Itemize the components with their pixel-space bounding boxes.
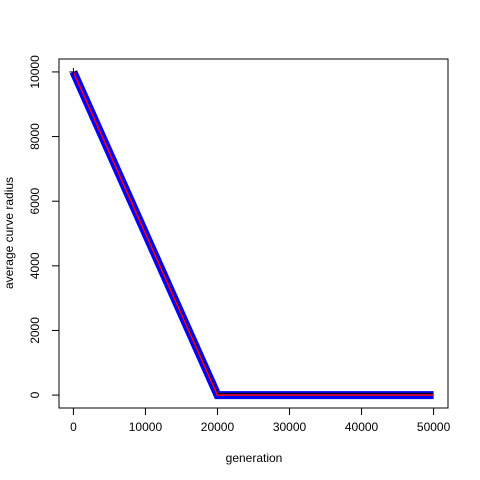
x-tick-label: 30000 [273,420,307,434]
y-axis-label: average curve radius [2,177,16,289]
y-tick-label: 6000 [28,188,42,215]
x-tick-label: 40000 [345,420,379,434]
series-upper-line [73,72,433,394]
y-tick-label: 0 [28,391,42,398]
series-lower-line [73,72,433,397]
y-tick-label: 8000 [28,123,42,150]
x-axis-label: generation [226,451,283,465]
x-axis: 0 10000 20000 30000 40000 50000 [70,408,451,434]
y-axis: 0 2000 4000 6000 8000 10000 [28,55,59,398]
x-tick-label: 0 [70,420,77,434]
y-tick-label: 4000 [28,252,42,279]
x-tick-label: 50000 [417,420,451,434]
y-tick-label: 2000 [28,317,42,344]
series-layer [69,68,433,397]
y-tick-label: 10000 [28,55,42,89]
series-center-line [73,72,433,395]
x-tick-label: 20000 [201,420,235,434]
series-band-line [73,72,433,395]
x-tick-label: 10000 [129,420,163,434]
plot-box [59,59,448,408]
